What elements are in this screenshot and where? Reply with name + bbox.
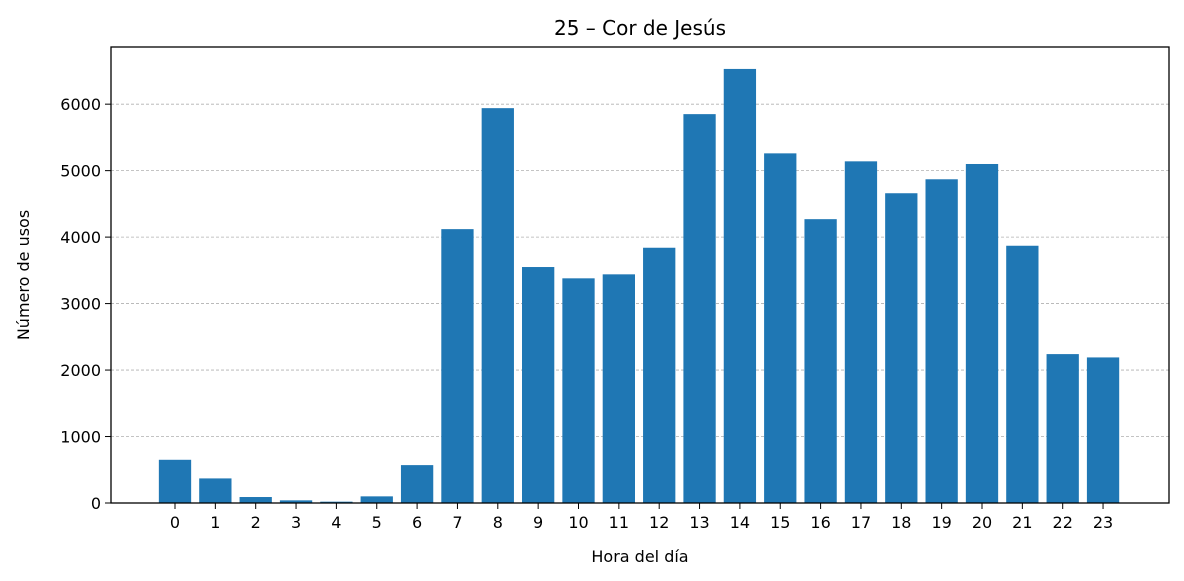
y-tick-label: 5000 [60, 162, 101, 181]
chart-title: 25 – Cor de Jesús [554, 16, 726, 40]
bar-hour-20 [965, 163, 999, 503]
y-tick-label: 1000 [60, 428, 101, 447]
y-axis-label: Número de usos [14, 210, 33, 340]
bar-hour-1 [199, 478, 232, 503]
x-tick-label: 21 [1012, 513, 1032, 532]
bar-hour-3 [279, 500, 313, 503]
bar-hour-2 [239, 497, 272, 503]
x-tick-label: 12 [649, 513, 669, 532]
bar-hour-15 [764, 153, 797, 503]
x-tick-label: 4 [331, 513, 341, 532]
y-axis-ticks: 0 1000 2000 3000 4000 5000 6000 [60, 95, 111, 513]
x-tick-label: 3 [291, 513, 301, 532]
bar-hour-18 [885, 193, 918, 503]
x-tick-label: 1 [210, 513, 220, 532]
x-tick-label: 15 [770, 513, 790, 532]
x-tick-label: 11 [609, 513, 629, 532]
bar-hour-17 [844, 161, 878, 503]
x-tick-label: 14 [730, 513, 750, 532]
bar-hour-4 [320, 501, 353, 503]
x-tick-label: 0 [170, 513, 180, 532]
x-axis-label: Hora del día [591, 547, 688, 566]
x-tick-label: 10 [568, 513, 588, 532]
x-tick-label: 19 [931, 513, 951, 532]
bar-hour-5 [360, 496, 393, 503]
plot-frame [110, 46, 1170, 504]
bar-hour-7 [441, 229, 474, 504]
bar-hour-8 [481, 108, 514, 504]
bar-hour-14 [723, 68, 757, 504]
x-tick-label: 8 [493, 513, 503, 532]
x-tick-label: 16 [810, 513, 830, 532]
y-tick-label: 4000 [60, 228, 101, 247]
y-tick-label: 0 [91, 494, 101, 513]
x-tick-label: 7 [452, 513, 462, 532]
bar-hour-10 [562, 278, 595, 503]
bar-hour-21 [1006, 245, 1039, 503]
bars [158, 68, 1120, 504]
bar-hour-23 [1086, 357, 1120, 503]
bar-hour-9 [522, 267, 555, 503]
bar-hour-6 [400, 465, 434, 503]
x-tick-label: 23 [1093, 513, 1113, 532]
bar-hour-11 [602, 274, 635, 503]
y-tick-label: 2000 [60, 361, 101, 380]
x-tick-label: 13 [689, 513, 709, 532]
bar-hour-12 [643, 247, 676, 503]
x-tick-label: 9 [533, 513, 543, 532]
bar-hour-13 [683, 114, 716, 503]
x-tick-label: 5 [372, 513, 382, 532]
bar-hour-0 [158, 459, 192, 503]
x-tick-label: 6 [412, 513, 422, 532]
bar-hour-16 [804, 219, 837, 503]
x-tick-label: 20 [972, 513, 992, 532]
y-tick-label: 6000 [60, 95, 101, 114]
x-axis-ticks: 0 1 2 3 4 5 6 7 8 9 10 11 12 13 14 15 16 17 18 19 20 21 22 23 [170, 503, 1113, 532]
x-tick-label: 18 [891, 513, 911, 532]
x-tick-label: 17 [851, 513, 871, 532]
bar-hour-22 [1046, 354, 1079, 503]
x-tick-label: 2 [251, 513, 261, 532]
y-tick-label: 3000 [60, 295, 101, 314]
x-tick-label: 22 [1053, 513, 1073, 532]
bar-hour-19 [925, 179, 958, 503]
